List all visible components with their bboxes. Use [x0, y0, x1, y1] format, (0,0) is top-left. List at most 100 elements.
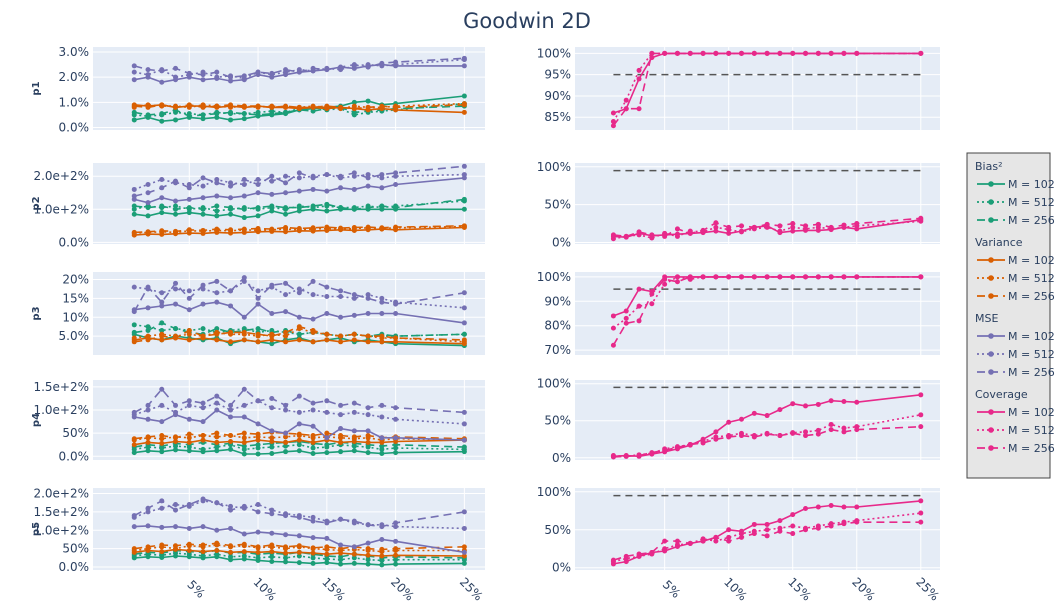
plot-background [575, 272, 940, 355]
panel-right-3: 70% 80% 90% 100% [537, 270, 940, 357]
legend-item[interactable]: M = 512 [977, 348, 1055, 361]
data-point [393, 170, 399, 176]
data-point [159, 440, 165, 446]
legend-item[interactable]: M = 1024 [977, 178, 1055, 191]
data-point [393, 224, 399, 230]
data-point [159, 333, 165, 339]
data-point [296, 514, 302, 520]
data-point [338, 104, 344, 110]
data-point [159, 419, 165, 425]
x-tick-label: 10% [251, 575, 280, 604]
data-point [228, 183, 234, 189]
legend-item[interactable]: M = 1024 [977, 254, 1055, 267]
data-point [790, 228, 796, 234]
data-point [324, 430, 330, 436]
data-point [393, 538, 399, 544]
data-point [324, 409, 330, 415]
data-point [283, 309, 289, 315]
data-point [255, 295, 261, 301]
data-point [764, 50, 770, 56]
data-point [255, 331, 261, 337]
data-point [255, 112, 261, 118]
data-point [283, 402, 289, 408]
data-point [200, 286, 206, 292]
data-point [145, 434, 151, 440]
data-point [200, 405, 206, 411]
data-point [296, 69, 302, 75]
data-point [131, 322, 137, 328]
data-point [461, 320, 467, 326]
data-point [365, 64, 371, 70]
y-tick-label: 20% [62, 273, 89, 287]
data-point [379, 311, 385, 316]
data-point [700, 440, 706, 446]
data-point [159, 337, 165, 343]
legend-item[interactable]: M = 256 [977, 366, 1055, 379]
data-point [186, 435, 192, 441]
data-point [324, 103, 330, 109]
data-point [283, 544, 289, 550]
data-point [255, 69, 261, 75]
data-point [228, 339, 234, 345]
data-point [461, 553, 467, 559]
legend-marker [988, 257, 994, 263]
data-point [186, 398, 192, 404]
legend-marker [988, 409, 994, 415]
data-point [815, 401, 821, 407]
data-point [269, 530, 275, 536]
x-tick-label: 15% [785, 575, 814, 604]
data-point [186, 288, 192, 294]
legend-item-label: M = 256 [1008, 214, 1055, 227]
data-point [610, 454, 616, 460]
data-point [214, 430, 220, 436]
y-tick-label: 3.0% [59, 45, 90, 59]
legend[interactable]: Bias² M = 1024 M = 512 M = 256 Variance M = 1… [966, 152, 1055, 479]
data-point [296, 331, 302, 337]
data-point [461, 421, 467, 427]
data-point [461, 290, 467, 296]
data-point [283, 190, 289, 196]
data-point [145, 505, 151, 511]
data-point [854, 399, 860, 405]
data-point [324, 294, 330, 300]
data-point [815, 274, 821, 280]
data-point [662, 276, 668, 282]
data-point [228, 211, 234, 217]
data-point [255, 509, 261, 515]
data-point [324, 544, 330, 550]
data-point [173, 228, 179, 234]
data-point [764, 431, 770, 437]
data-point [296, 286, 302, 292]
data-point [186, 185, 192, 191]
data-point [159, 386, 165, 392]
legend-item[interactable]: M = 512 [977, 196, 1055, 209]
data-point [338, 542, 344, 548]
data-point [214, 103, 220, 109]
data-point [173, 524, 179, 530]
data-point [283, 173, 289, 179]
data-point [461, 93, 467, 99]
data-point [726, 419, 732, 425]
legend-item[interactable]: M = 256 [977, 290, 1055, 303]
legend-group-title: Bias² [975, 160, 1002, 173]
legend-item[interactable]: M = 1024 [977, 406, 1055, 419]
y-tick-label: 95% [544, 68, 571, 82]
data-point [145, 327, 151, 333]
data-point [918, 50, 924, 56]
data-point [393, 416, 399, 422]
data-point [159, 498, 165, 504]
data-point [365, 311, 371, 316]
data-point [241, 402, 247, 408]
data-point [461, 549, 467, 555]
legend-item[interactable]: M = 256 [977, 442, 1055, 455]
legend-item[interactable]: M = 512 [977, 272, 1055, 285]
y-tick-label: 0% [552, 451, 571, 465]
y-tick-label: 2.0e+2% [33, 169, 89, 183]
data-point [338, 225, 344, 231]
legend-item[interactable]: M = 512 [977, 424, 1055, 437]
data-point [241, 73, 247, 79]
legend-item[interactable]: M = 256 [977, 214, 1055, 227]
legend-item[interactable]: M = 1024 [977, 330, 1055, 343]
data-point [610, 325, 616, 331]
data-point [296, 324, 302, 330]
